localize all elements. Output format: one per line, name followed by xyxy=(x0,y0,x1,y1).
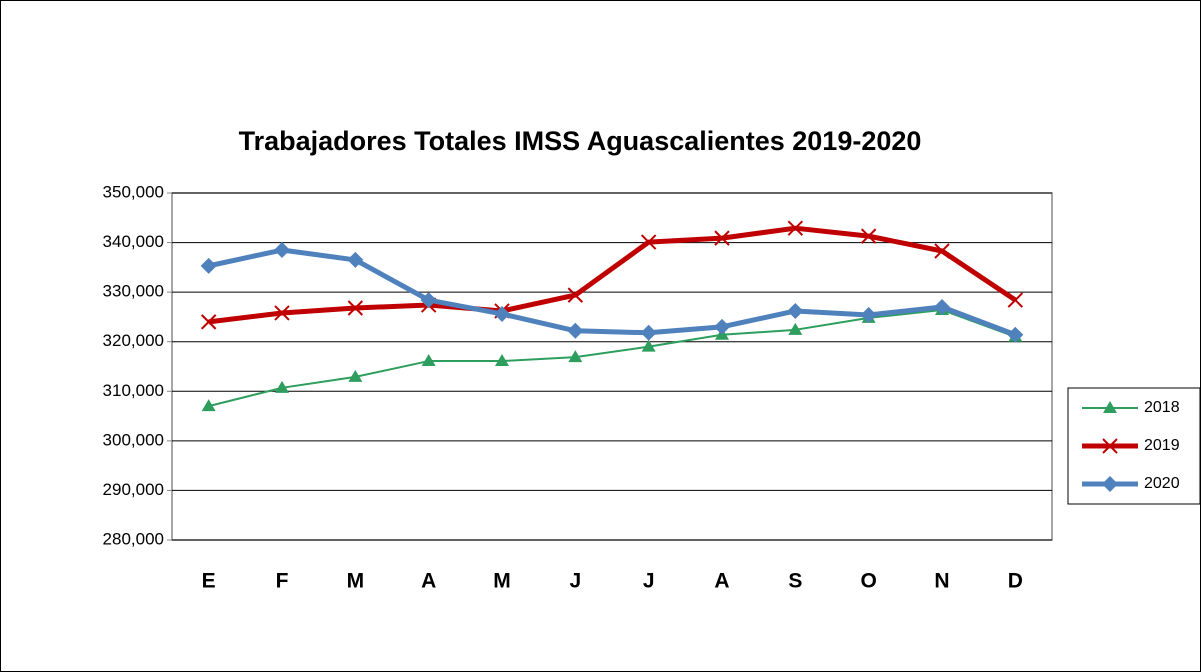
marker xyxy=(787,220,804,236)
marker xyxy=(347,300,364,316)
marker xyxy=(200,314,217,330)
series-line xyxy=(208,308,1016,408)
y-tick-label: 290,000 xyxy=(103,480,164,499)
x-tick-label: N xyxy=(934,570,949,593)
plot-area xyxy=(171,192,1053,541)
y-tick-label: 320,000 xyxy=(103,331,164,350)
x-tick-label: D xyxy=(1008,570,1023,593)
marker xyxy=(495,354,509,367)
x-tick-label: A xyxy=(714,570,729,593)
marker xyxy=(200,257,217,274)
marker xyxy=(788,322,803,335)
legend-label: 2018 xyxy=(1144,399,1180,416)
marker xyxy=(275,380,289,393)
legend-label: 2020 xyxy=(1144,475,1180,492)
marker xyxy=(860,306,877,323)
marker xyxy=(934,299,950,316)
x-tick-label: M xyxy=(347,570,365,593)
x-tick-label: M xyxy=(493,570,511,593)
marker xyxy=(567,322,584,339)
x-tick-label: E xyxy=(202,570,216,593)
marker xyxy=(201,399,216,412)
x-tick-label: J xyxy=(569,570,581,593)
marker xyxy=(787,302,804,319)
marker xyxy=(274,305,290,321)
x-tick-label: O xyxy=(860,570,876,593)
marker xyxy=(1007,326,1024,343)
marker xyxy=(347,251,364,268)
y-tick-label: 300,000 xyxy=(103,430,164,449)
marker xyxy=(567,287,584,303)
marker xyxy=(714,318,730,335)
marker xyxy=(274,242,290,259)
legend-label: 2019 xyxy=(1144,437,1180,454)
x-tick-label: J xyxy=(643,570,655,593)
marker xyxy=(494,305,510,322)
legend-marker xyxy=(1102,476,1118,492)
marker xyxy=(348,369,363,382)
marker xyxy=(640,324,657,341)
x-tick-label: A xyxy=(421,570,436,593)
marker xyxy=(934,243,950,259)
marker xyxy=(641,339,656,352)
marker xyxy=(860,228,877,244)
legend-marker xyxy=(1102,438,1118,454)
marker xyxy=(1007,292,1024,308)
x-tick-label: S xyxy=(788,570,802,593)
marker xyxy=(714,230,730,246)
marker xyxy=(568,350,583,363)
x-tick-label: F xyxy=(276,570,289,593)
marker xyxy=(420,292,437,309)
y-tick-label: 330,000 xyxy=(103,282,164,301)
y-tick-label: 340,000 xyxy=(103,232,164,251)
series-line xyxy=(208,247,1017,338)
marker xyxy=(640,234,657,250)
y-tick-label: 310,000 xyxy=(103,381,164,400)
series-line xyxy=(208,225,1017,325)
chart-title: Trabajadores Totales IMSS Aguascalientes… xyxy=(239,126,922,156)
marker xyxy=(421,354,436,367)
y-tick-label: 280,000 xyxy=(103,529,164,548)
legend-marker xyxy=(1103,401,1117,413)
y-tick-label: 350,000 xyxy=(103,182,164,201)
